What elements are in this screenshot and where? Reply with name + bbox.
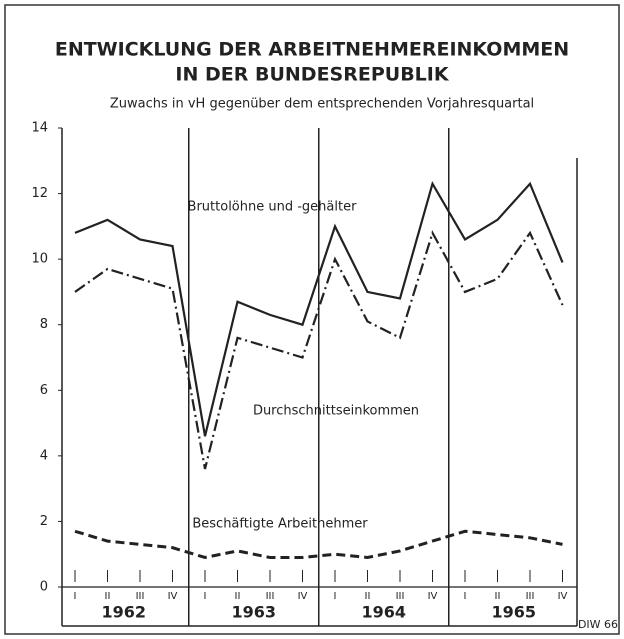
y-tick-label: 14 [31,121,48,136]
x-tick-label: III [266,591,275,602]
series-line [74,529,563,560]
year-label: 1965 [491,603,536,622]
x-tick-label: II [495,591,501,602]
x-tick-label: IV [298,591,308,602]
x-tick-label: III [136,591,145,602]
x-tick-label: IV [558,591,568,602]
x-tick-label: IV [168,591,178,602]
x-tick-label: II [235,591,241,602]
series-label: Durchschnittseinkommen [253,404,419,419]
y-tick-label: 8 [40,317,48,332]
year-label: 1964 [361,603,406,622]
series-line [74,230,564,470]
x-tick-label: I [334,591,337,602]
chart-title: IN DER BUNDESREPUBLIK [175,64,449,86]
x-tick-label: I [74,591,77,602]
x-tick-label: III [526,591,535,602]
y-tick-label: 10 [31,252,48,267]
series-line [74,180,564,437]
year-label: 1963 [231,603,276,622]
y-tick-label: 12 [31,186,48,201]
year-label: 1962 [101,603,146,622]
frame [4,4,620,635]
x-tick-label: III [396,591,405,602]
y-tick-label: 4 [40,448,48,463]
x-tick-label: I [204,591,207,602]
x-tick-label: II [105,591,111,602]
x-tick-label: IV [428,591,438,602]
y-tick-label: 2 [40,514,48,529]
y-tick-label: 0 [40,580,48,595]
x-tick-label: II [365,591,371,602]
source: DIW 66 [578,618,618,631]
chart-title: ENTWICKLUNG DER ARBEITNEHMEREINKOMMEN [55,39,569,61]
series-label: Beschäftigte Arbeitnehmer [192,517,368,532]
y-tick-label: 6 [40,383,48,398]
series-label: Bruttolöhne und -gehälter [188,200,358,215]
chart-subtitle: Zuwachs in vH gegenüber dem entsprechend… [110,97,534,112]
x-tick-label: I [464,591,467,602]
